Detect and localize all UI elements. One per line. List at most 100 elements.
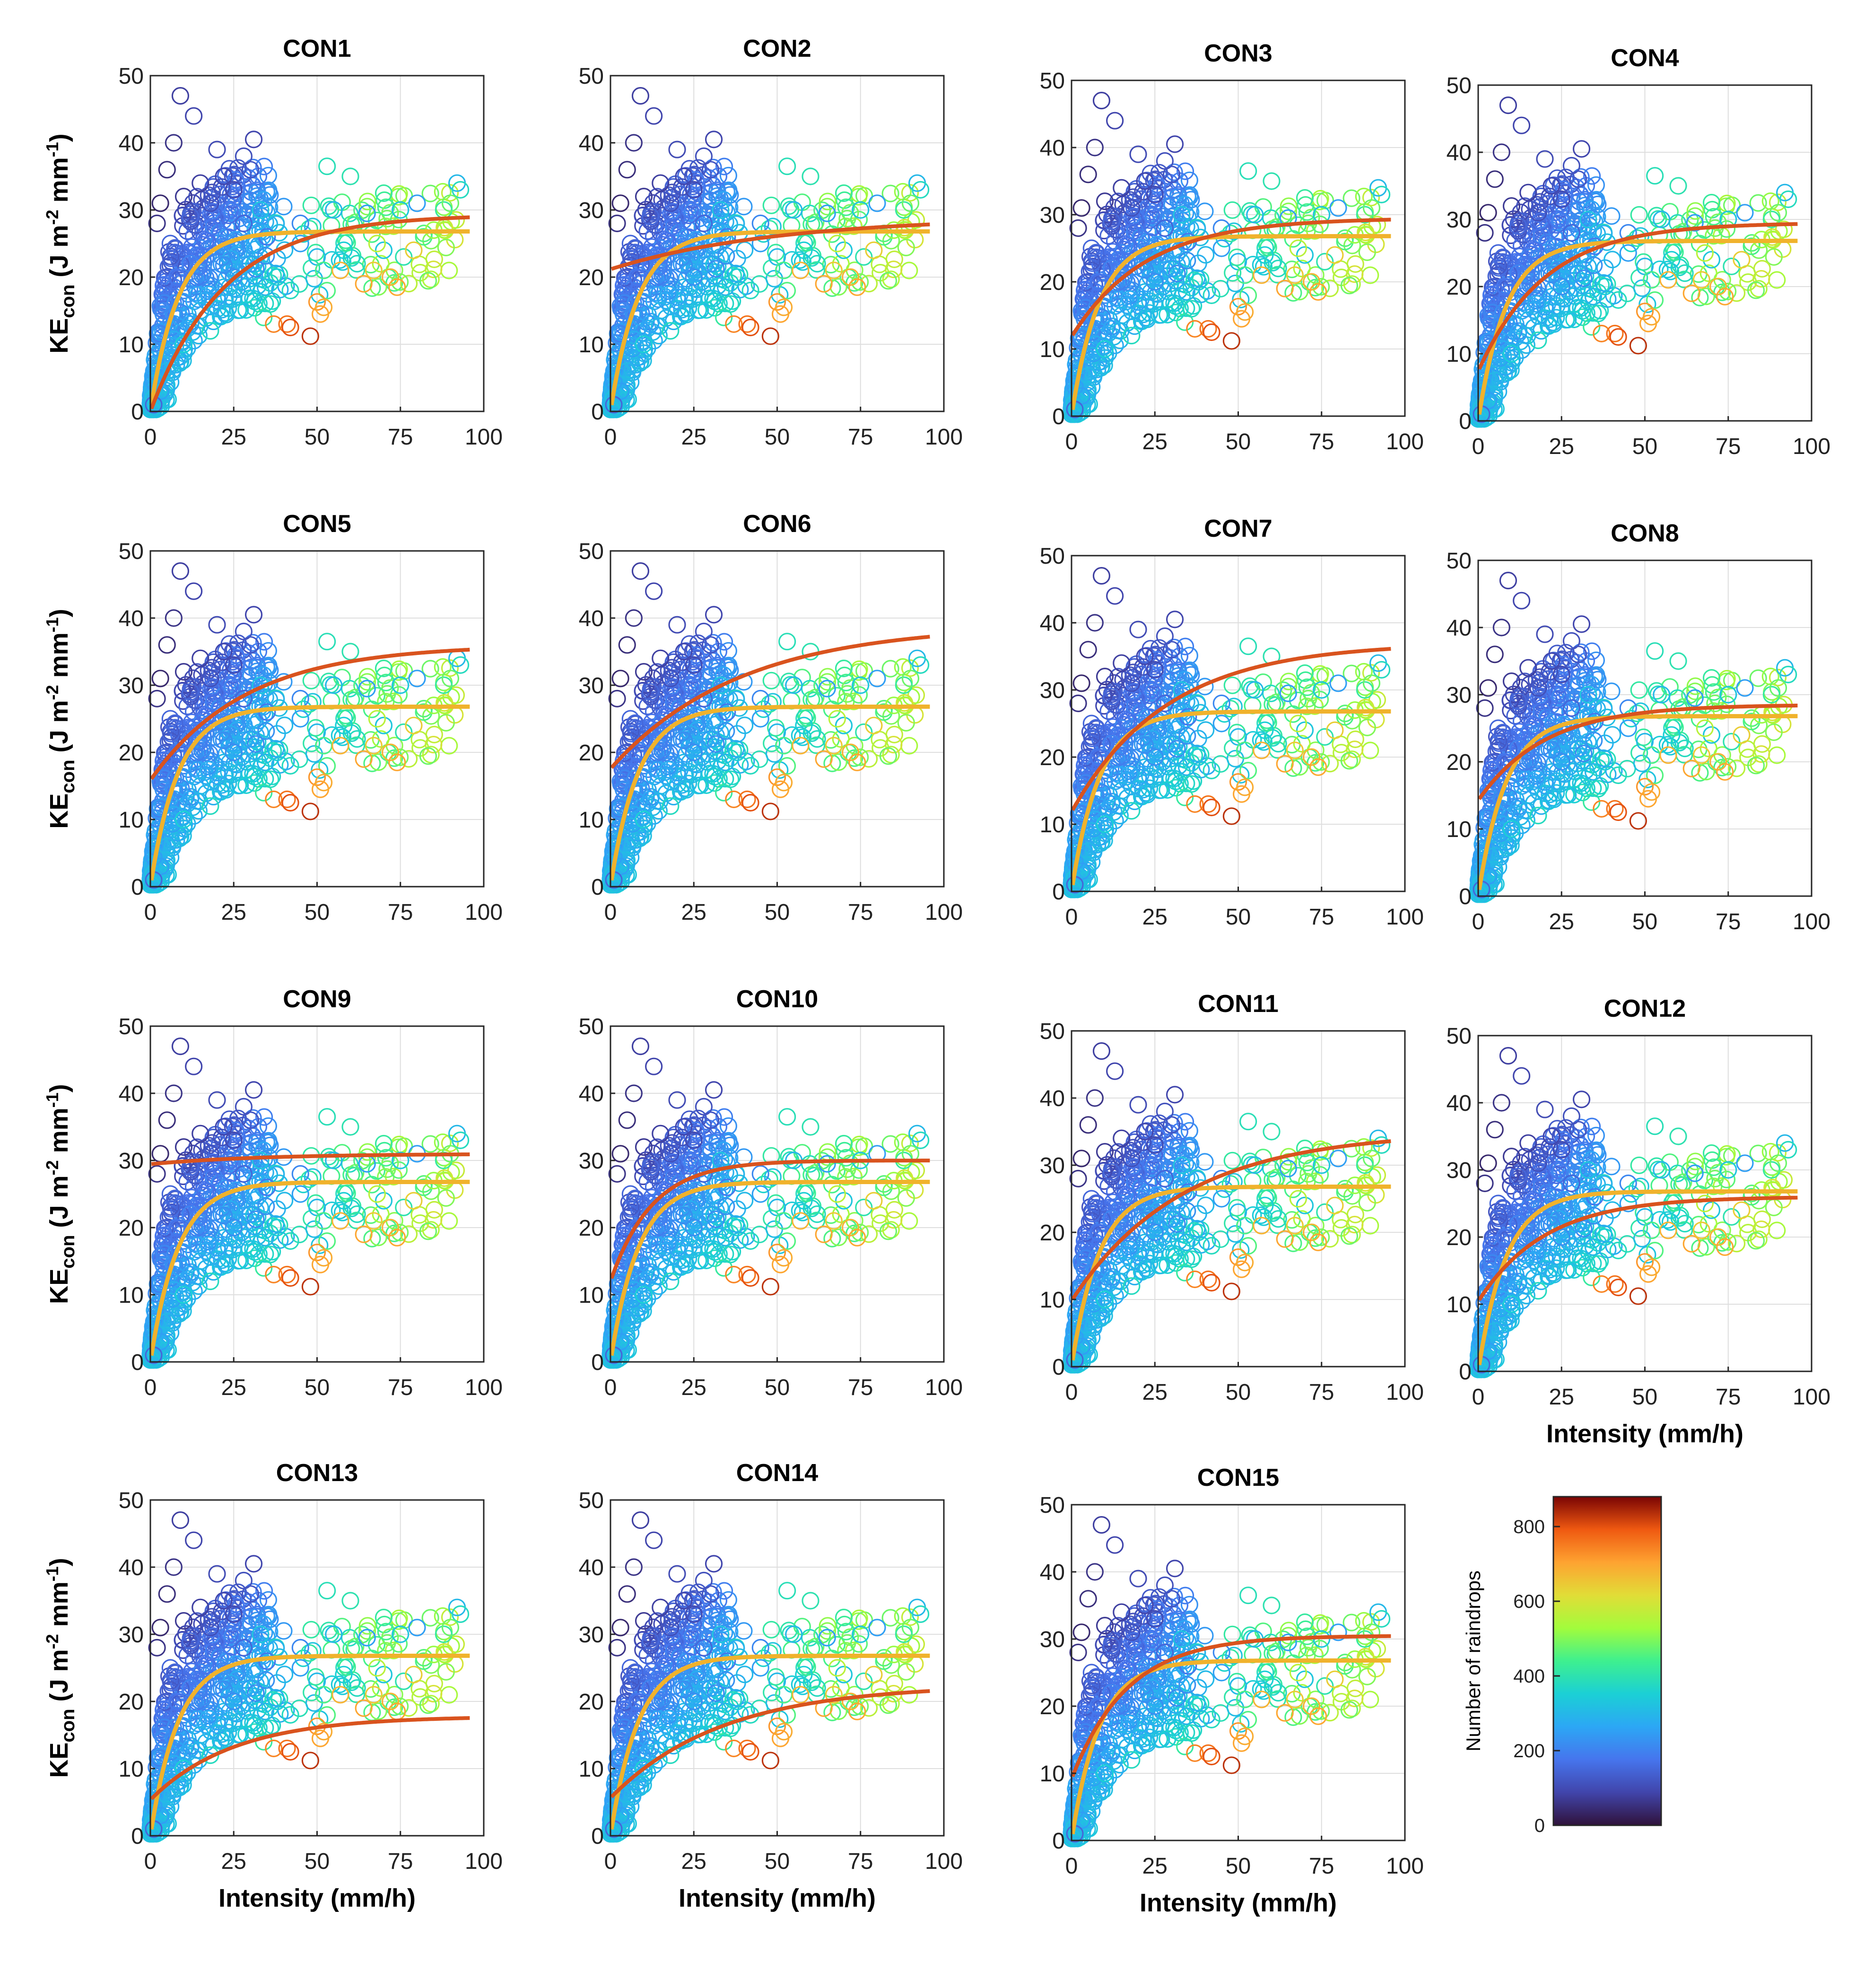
x-tick-label: 0 [604, 425, 617, 450]
data-point [256, 278, 275, 296]
x-tick-label: 0 [1065, 429, 1078, 454]
x-tick-label: 100 [1386, 429, 1424, 454]
x-tick-label: 100 [925, 425, 963, 450]
data-point [638, 222, 656, 240]
data-point [234, 203, 252, 221]
data-point [675, 167, 693, 185]
x-tick-label: 25 [221, 900, 246, 925]
data-point [452, 181, 470, 199]
data-point [673, 178, 691, 196]
data-point [715, 191, 733, 209]
y-axis-label: KEcon (J m-2 mm-1) [43, 609, 78, 828]
y-tick-label: 20 [1040, 270, 1065, 295]
y-tick-label: 50 [1040, 69, 1065, 94]
data-point [635, 188, 653, 206]
x-tick-label: 100 [1793, 434, 1830, 459]
data-point [268, 268, 286, 286]
data-point [701, 254, 720, 273]
data-point [381, 268, 400, 286]
reference-curve [149, 229, 470, 406]
y-tick-label: 10 [119, 332, 144, 357]
data-point [673, 248, 691, 266]
data-point [325, 201, 343, 219]
data-point [255, 157, 273, 175]
data-point [707, 260, 725, 278]
data-point [422, 270, 440, 288]
data-point [855, 248, 873, 266]
data-point [259, 166, 278, 184]
data-point [333, 253, 352, 271]
data-point [762, 196, 780, 214]
data-point [303, 259, 321, 277]
data-point [741, 281, 759, 300]
data-point [795, 241, 813, 259]
data-point [662, 194, 680, 212]
y-tick-label: 0 [591, 875, 604, 900]
data-point [660, 285, 678, 304]
y-tick-label: 30 [119, 198, 144, 223]
data-point [252, 201, 270, 219]
data-point [301, 327, 320, 345]
data-point [719, 166, 738, 184]
data-point [735, 198, 753, 216]
x-tick-label: 0 [144, 900, 157, 925]
y-tick-label: 40 [119, 606, 144, 631]
data-point [261, 295, 279, 313]
data-point [618, 161, 636, 179]
data-point [271, 280, 289, 299]
data-point [901, 194, 920, 212]
data-point [210, 224, 228, 242]
data-point [687, 171, 705, 189]
data-point [388, 278, 406, 296]
data-point [731, 280, 749, 299]
data-point [778, 282, 796, 300]
data-point [209, 300, 227, 318]
data-point [828, 235, 846, 253]
y-tick-label: 20 [579, 265, 604, 290]
data-point [318, 157, 336, 175]
data-point [158, 161, 176, 179]
x-tick-label: 25 [1142, 429, 1168, 454]
fitted-curve [610, 222, 930, 271]
panel-title: CON5 [283, 510, 351, 538]
data-point [791, 251, 809, 269]
data-point [208, 288, 226, 306]
data-point [358, 204, 376, 222]
y-tick-label: 0 [131, 875, 144, 900]
data-point [213, 248, 231, 266]
x-tick-label: 50 [305, 900, 330, 925]
data-point [680, 299, 697, 317]
data-point [151, 194, 169, 212]
data-point [1180, 171, 1199, 189]
data-point [650, 258, 668, 276]
panel-title: CON4 [1611, 44, 1679, 72]
data-point [241, 161, 260, 179]
data-point [617, 382, 635, 400]
y-tick-label: 0 [1052, 404, 1065, 429]
data-point [421, 184, 439, 202]
data-point [1182, 191, 1200, 209]
data-point [148, 214, 166, 232]
y-tick-label: 40 [579, 606, 604, 631]
data-point [257, 247, 275, 265]
x-tick-label: 25 [221, 425, 246, 450]
x-tick-label: 25 [681, 900, 706, 925]
data-point [802, 167, 819, 185]
data-point [192, 302, 209, 320]
data-point [881, 184, 899, 202]
data-point [835, 184, 853, 202]
data-point [331, 251, 349, 269]
data-point [671, 224, 688, 242]
data-point [819, 192, 837, 210]
data-point [695, 214, 713, 232]
data-point [174, 188, 193, 206]
data-point [625, 134, 643, 152]
data-point [185, 107, 203, 125]
data-point [780, 197, 798, 215]
y-tick-label: 50 [119, 539, 144, 564]
